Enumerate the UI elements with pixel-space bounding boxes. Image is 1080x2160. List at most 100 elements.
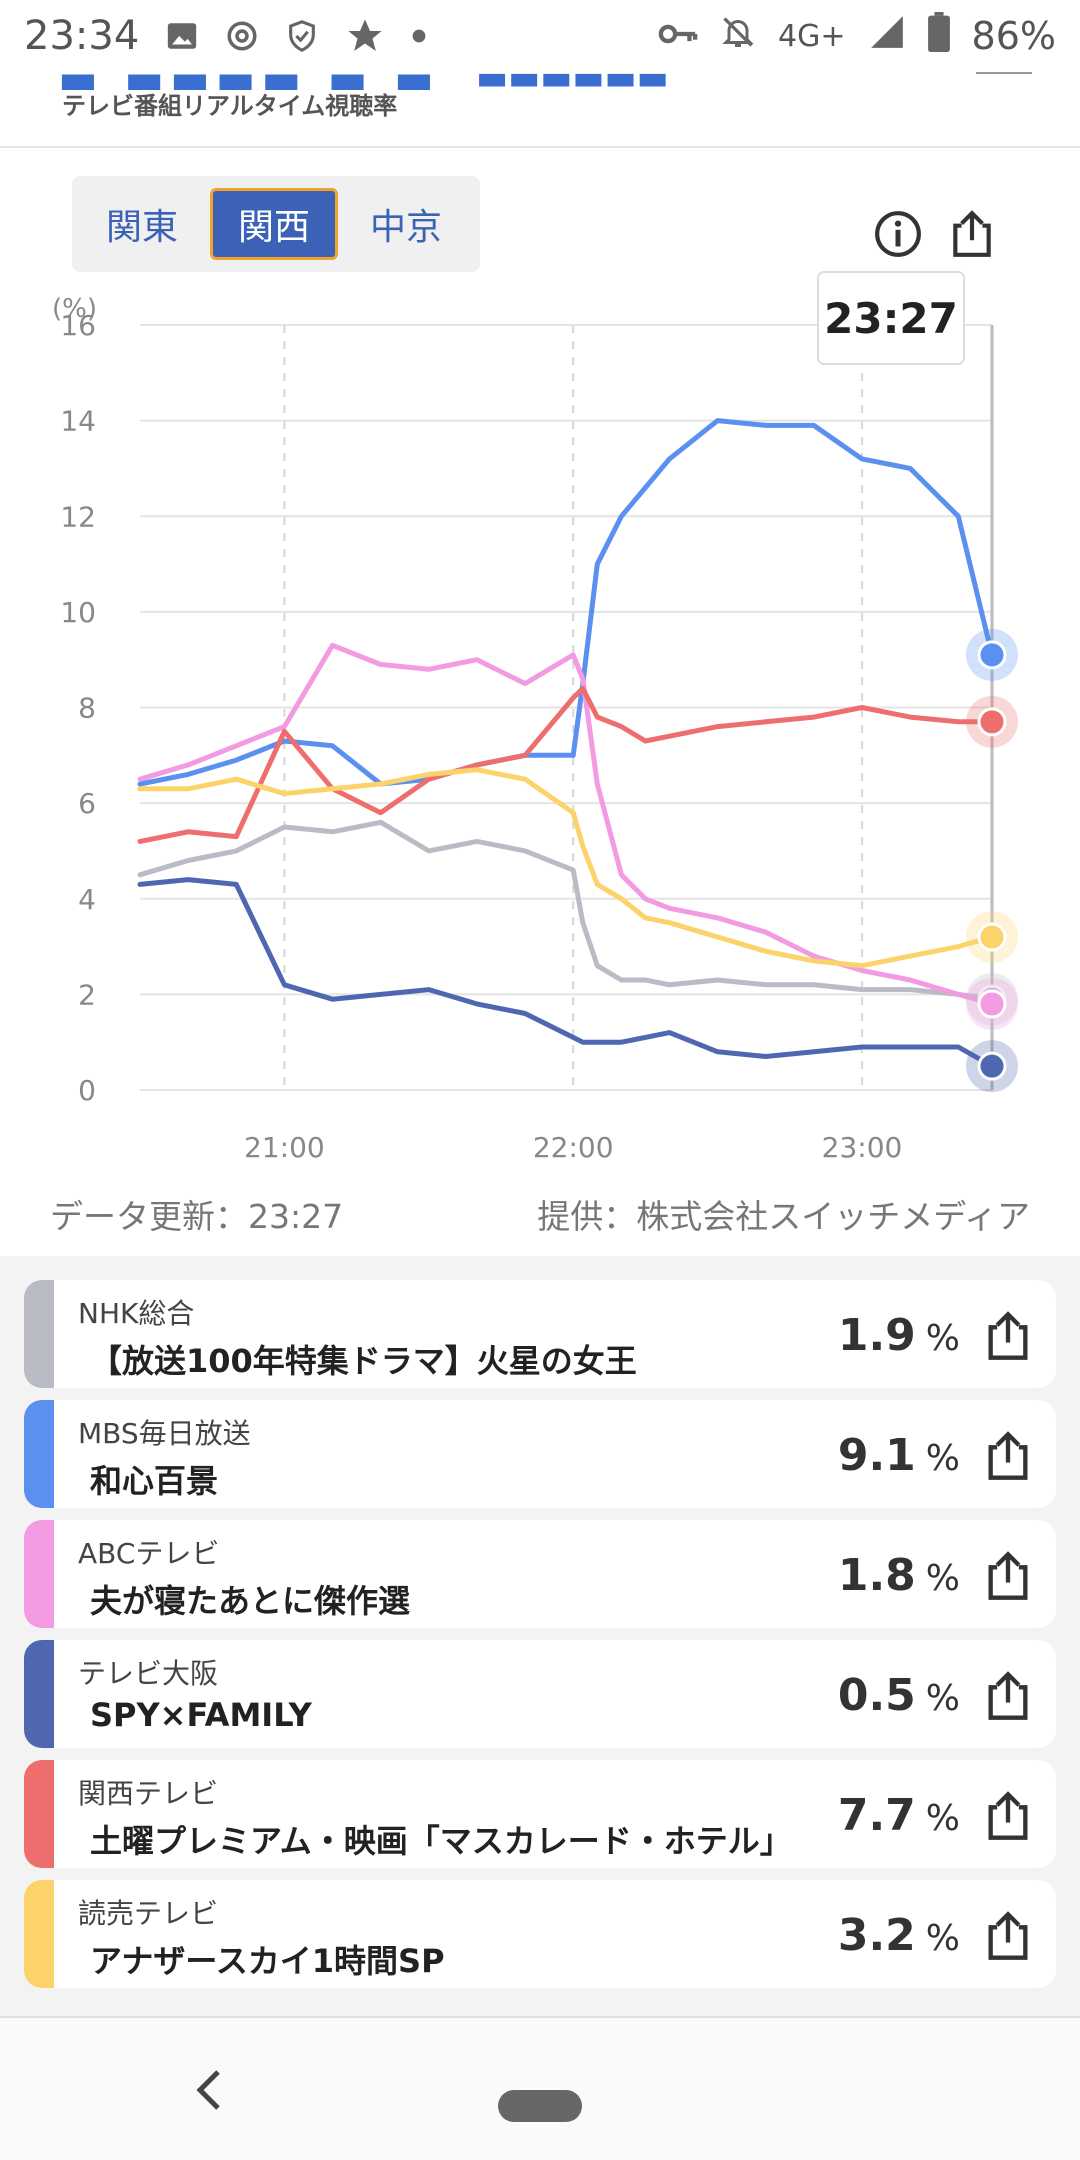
- channel-card-ytv[interactable]: 読売テレビ アナザースカイ1時間SP 3.2%: [24, 1880, 1056, 1988]
- channel-card-mbs[interactable]: MBS毎日放送 和心百景 9.1%: [24, 1400, 1056, 1508]
- rating-unit: %: [925, 1438, 960, 1479]
- series-end-point-2[interactable]: [977, 989, 1007, 1019]
- rating-number: 9.1: [837, 1430, 916, 1481]
- system-nav-bar: [0, 2016, 1080, 2160]
- series-line-3: [137, 877, 995, 1069]
- rating-value: 9.1%: [838, 1430, 960, 1481]
- channel-color-bar: [24, 1760, 54, 1868]
- share-chart-icon[interactable]: [944, 206, 1000, 262]
- info-icon[interactable]: [870, 206, 926, 262]
- home-pill-icon[interactable]: [498, 2090, 582, 2122]
- channel-name: 読売テレビ: [78, 1897, 219, 1930]
- series-end-point-3[interactable]: [977, 1051, 1007, 1081]
- x-tick-label: 21:00: [244, 1131, 325, 1164]
- program-title: 土曜プレミアム・映画「マスカレード・ホテル」: [90, 1822, 792, 1860]
- logo-tagline-icon: ▬▬▬▬▬▬: [476, 72, 669, 98]
- series-end-point-5[interactable]: [977, 922, 1007, 952]
- channel-name: 関西テレビ: [78, 1777, 219, 1810]
- share-icon[interactable]: [982, 1550, 1034, 1602]
- channel-name: MBS毎日放送: [78, 1417, 251, 1450]
- rating-value: 0.5%: [838, 1670, 960, 1721]
- rating-value: 7.7%: [838, 1790, 960, 1841]
- y-tick-label: 8: [78, 692, 96, 725]
- channel-name: NHK総合: [78, 1297, 195, 1330]
- app-header: ▬ ▬▬▬▬ ▬ ▬ ▬▬▬▬▬▬ テレビ番組リアルタイム視聴率: [0, 72, 1080, 148]
- tab-kansai[interactable]: 関西: [209, 188, 339, 260]
- channel-card-tvo[interactable]: テレビ大阪 SPY×FAMILY 0.5%: [24, 1640, 1056, 1748]
- ratings-chart[interactable]: (%) 0 2 4 6 8 10 12 14 16 21:00 22:00 23:00 23:27: [0, 150, 1080, 1180]
- tab-kanto[interactable]: 関東: [105, 207, 178, 248]
- chart-panel: 関東 関西 中京 (%) 0 2 4 6 8 10 12 14 16 21:00 22:00 23:00…: [0, 150, 1080, 1256]
- vpn-key-icon: [658, 14, 698, 58]
- y-tick-label: 6: [78, 787, 96, 820]
- tab-chukyo[interactable]: 中京: [370, 207, 443, 248]
- program-title: 夫が寝たあとに傑作選: [90, 1582, 411, 1620]
- rating-number: 1.8: [837, 1550, 916, 1601]
- channel-list: NHK総合 【放送100年特集ドラマ】火星の女王 1.9% MBS毎日放送 和心…: [0, 1256, 1080, 2016]
- notifications-off-icon: [720, 13, 756, 60]
- battery-percent: 86%: [971, 14, 1056, 58]
- channel-color-bar: [24, 1280, 54, 1388]
- y-unit-label: (%): [52, 294, 97, 324]
- dot-icon: [411, 28, 427, 44]
- share-icon[interactable]: [982, 1310, 1034, 1362]
- program-title: 【放送100年特集ドラマ】火星の女王: [90, 1342, 637, 1380]
- y-tick-label: 10: [60, 596, 96, 629]
- share-icon[interactable]: [982, 1910, 1034, 1962]
- chart-meta: データ更新：23:27 提供：株式会社スイッチメディア: [50, 1190, 1030, 1238]
- channel-card-nhk[interactable]: NHK総合 【放送100年特集ドラマ】火星の女王 1.9%: [24, 1280, 1056, 1388]
- program-title: アナザースカイ1時間SP: [90, 1942, 445, 1980]
- status-bar: 23:34 4G+ 86%: [0, 0, 1080, 72]
- logo-icon[interactable]: ▬ ▬▬▬▬ ▬ ▬: [58, 72, 440, 103]
- y-tick-label: 0: [78, 1074, 96, 1107]
- region-tabs: 関東 関西 中京: [72, 176, 480, 272]
- header-subtitle: テレビ番組リアルタイム視聴率: [62, 92, 398, 120]
- star-icon: [345, 16, 385, 56]
- y-tick-label: 12: [60, 500, 96, 533]
- rating-value: 3.2%: [838, 1910, 960, 1961]
- series-end-point-1[interactable]: [977, 640, 1007, 670]
- tooltip-box: [817, 271, 965, 365]
- y-tick-label: 4: [78, 883, 96, 916]
- rating-unit: %: [925, 1558, 960, 1599]
- signal-icon: [868, 13, 906, 60]
- rating-unit: %: [925, 1918, 960, 1959]
- channel-color-bar: [24, 1880, 54, 1988]
- rating-unit: %: [925, 1678, 960, 1719]
- rating-value: 1.9%: [838, 1310, 960, 1361]
- x-tick-label: 22:00: [533, 1131, 614, 1164]
- y-tick-label: 16: [60, 309, 96, 342]
- channel-card-ktv[interactable]: 関西テレビ 土曜プレミアム・映画「マスカレード・ホテル」 7.7%: [24, 1760, 1056, 1868]
- rating-number: 7.7: [837, 1790, 916, 1841]
- menu-icon[interactable]: [976, 72, 1032, 74]
- y-tick-label: 2: [78, 978, 96, 1011]
- series-line-5: [137, 767, 995, 969]
- program-title: 和心百景: [90, 1462, 219, 1500]
- network-type: 4G+: [778, 18, 846, 54]
- series-line-4: [137, 685, 995, 844]
- y-tick-label: 14: [60, 405, 96, 438]
- rating-number: 3.2: [837, 1910, 916, 1961]
- share-icon[interactable]: [982, 1430, 1034, 1482]
- channel-name: ABCテレビ: [78, 1537, 220, 1570]
- series-end-point-4[interactable]: [977, 707, 1007, 737]
- share-icon[interactable]: [982, 1670, 1034, 1722]
- rating-unit: %: [925, 1798, 960, 1839]
- battery-icon: [927, 11, 950, 61]
- rating-unit: %: [925, 1318, 960, 1359]
- channel-name: テレビ大阪: [78, 1657, 219, 1690]
- channel-color-bar: [24, 1400, 54, 1508]
- x-tick-label: 23:00: [822, 1131, 903, 1164]
- rating-value: 1.8%: [838, 1550, 960, 1601]
- rating-number: 0.5: [837, 1670, 916, 1721]
- channel-card-abc[interactable]: ABCテレビ 夫が寝たあとに傑作選 1.8%: [24, 1520, 1056, 1628]
- status-time: 23:34: [24, 13, 140, 59]
- back-icon[interactable]: [190, 2066, 230, 2114]
- series-line-1: [137, 418, 995, 787]
- series-line-0: [137, 819, 995, 1002]
- channel-color-bar: [24, 1520, 54, 1628]
- share-icon[interactable]: [982, 1790, 1034, 1842]
- tooltip-time: 23:27: [824, 294, 958, 343]
- channel-color-bar: [24, 1640, 54, 1748]
- rating-number: 1.9: [837, 1310, 916, 1361]
